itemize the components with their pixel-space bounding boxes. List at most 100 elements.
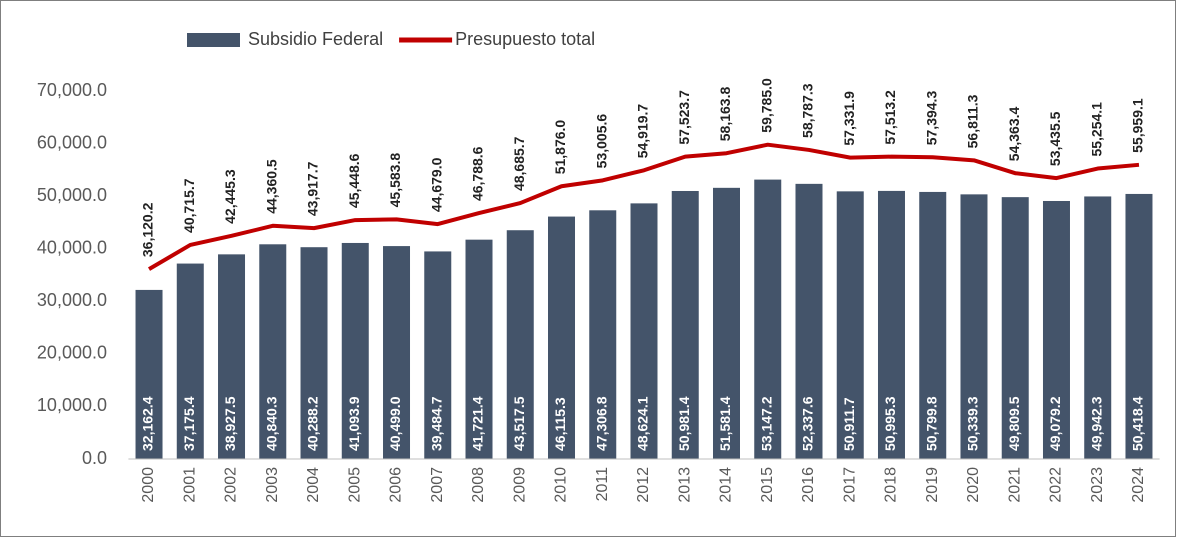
bar-label: 46,115.3 [552,397,568,451]
bar-label: 53,147.2 [758,396,774,451]
x-tick-label: 2012 [635,467,652,503]
line-label: 44,679.0 [428,157,444,212]
bar-label: 32,162.4 [140,396,156,451]
line-label: 36,120.2 [140,202,156,257]
bar-label: 50,418.4 [1130,396,1146,451]
bar-label: 43,517.5 [511,396,527,451]
line-label: 51,876.0 [552,120,568,175]
bar [259,244,287,459]
bar [300,247,328,459]
line-label: 45,583.8 [387,153,403,208]
x-tick-label: 2010 [553,467,570,503]
bar-label: 49,809.5 [1006,396,1022,451]
bar [1125,193,1153,459]
x-tick-label: 2018 [883,467,900,503]
bar [465,239,493,459]
bar-label: 48,624.1 [635,396,651,451]
x-tick-label: 2016 [800,467,817,503]
x-tick-label: 2002 [223,467,240,503]
y-tick-label: 0.0 [82,448,107,468]
bar-label: 40,499.0 [387,396,403,451]
bar [712,187,740,459]
bar-label: 41,721.4 [470,396,486,451]
line-label: 57,523.7 [676,90,692,145]
line-label: 40,715.7 [181,178,197,233]
bar-label: 38,927.5 [222,396,238,451]
line-label: 43,917.7 [305,161,321,216]
bar-label: 40,840.3 [263,396,279,451]
y-tick-label: 20,000.0 [37,343,107,363]
bar-label: 51,581.4 [717,396,733,451]
y-tick-label: 60,000.0 [37,132,107,152]
bar-label: 39,484.7 [428,396,444,451]
x-tick-label: 2015 [759,467,776,503]
line-label: 42,445.3 [222,169,238,224]
bar [341,242,369,459]
x-tick-label: 2008 [470,467,487,503]
bar [218,254,246,459]
x-tick-label: 2001 [181,467,198,503]
bar-label: 37,175.4 [181,396,197,451]
x-tick-label: 2005 [346,467,363,503]
line-label: 55,959.1 [1130,98,1146,153]
bar [506,230,534,459]
line-label: 48,685.7 [511,136,527,191]
bar [176,263,204,459]
bar-label: 50,911.7 [841,397,857,451]
line-label: 45,448.6 [346,153,362,208]
line-label: 44,360.5 [263,159,279,214]
y-tick-label: 40,000.0 [37,237,107,257]
bar [1001,197,1029,459]
bar-label: 40,288.2 [305,396,321,451]
bar [589,210,617,459]
bar [1042,200,1070,459]
bar [877,190,905,460]
line-label: 54,919.7 [635,104,651,159]
bar [424,251,452,459]
x-tick-label: 2014 [718,467,735,503]
line-label: 46,788.6 [470,146,486,201]
x-tick-label: 2009 [511,467,528,503]
bar [548,216,576,459]
bar-label: 47,306.8 [593,396,609,451]
y-tick-label: 70,000.0 [37,80,107,100]
line-label: 56,811.3 [965,94,981,148]
x-tick-label: 2022 [1048,467,1065,503]
line-label: 57,394.3 [923,91,939,146]
legend-swatch [187,33,240,47]
bar [1084,196,1112,459]
x-tick-label: 2004 [305,467,322,503]
x-tick-label: 2003 [264,467,281,503]
legend-label: Subsidio Federal [248,29,383,49]
x-tick-label: 2006 [388,467,405,503]
line-label: 58,787.3 [800,83,816,138]
bar [795,183,823,459]
line-label: 59,785.0 [758,78,774,133]
x-tick-label: 2011 [594,467,611,502]
bar-label: 50,995.3 [882,396,898,451]
x-tick-label: 2017 [841,467,858,503]
bar [671,190,699,459]
bar-label: 50,339.3 [965,396,981,451]
line-label: 55,254.1 [1088,102,1104,157]
line [148,142,1140,271]
bar [836,191,864,459]
x-tick-label: 2023 [1089,467,1106,503]
x-tick-label: 2021 [1006,467,1023,503]
bar-label: 50,799.8 [923,396,939,451]
x-tick-label: 2019 [924,467,941,503]
line-label: 58,163.8 [717,87,733,142]
x-tick-label: 2007 [429,467,446,503]
bar-label: 49,942.3 [1088,396,1104,451]
y-tick-label: 50,000.0 [37,185,107,205]
bar-label: 41,093.9 [346,396,362,451]
line-label: 53,435.5 [1047,111,1063,166]
line-label: 53,005.6 [593,114,609,169]
bar [383,246,411,459]
y-tick-label: 30,000.0 [37,290,107,310]
bar [919,191,947,460]
bar [960,194,988,459]
x-tick-label: 2000 [140,467,157,503]
